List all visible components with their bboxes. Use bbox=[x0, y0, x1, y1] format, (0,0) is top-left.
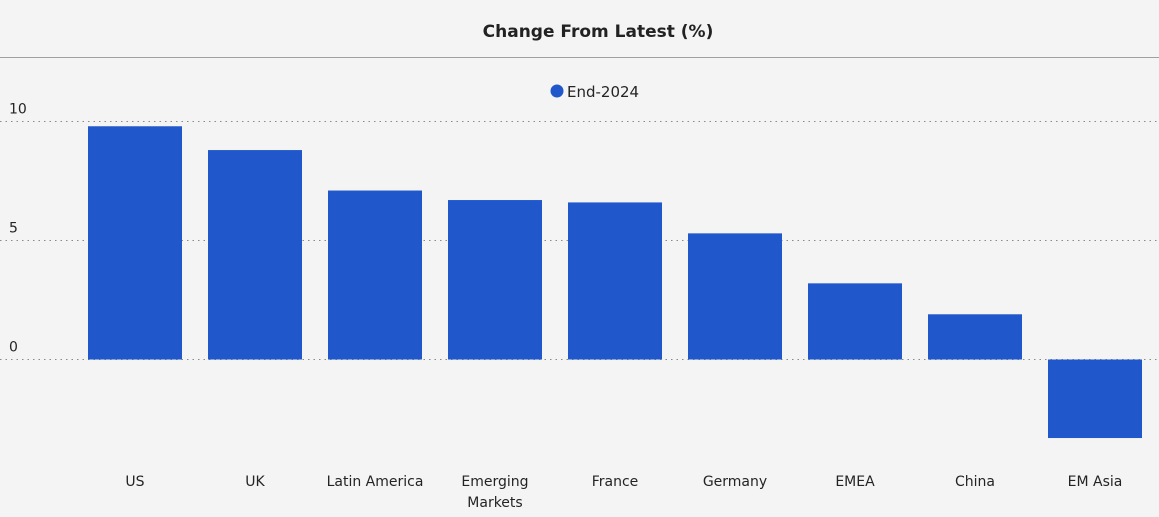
chart-title: Change From Latest (%) bbox=[482, 22, 714, 42]
y-tick-label: 10 bbox=[9, 102, 27, 118]
legend-marker bbox=[550, 84, 564, 98]
bars bbox=[88, 126, 1142, 439]
x-tick-label: US bbox=[125, 474, 144, 490]
x-axis-ticks: US UK Latin America Emerging Markets France Ge… bbox=[125, 474, 1122, 511]
y-tick-label: 0 bbox=[9, 340, 18, 356]
bar[interactable] bbox=[208, 150, 302, 360]
y-axis-ticks: 0 5 10 bbox=[9, 102, 27, 356]
x-tick-label: Emerging Markets bbox=[461, 474, 528, 511]
legend: End-2024 bbox=[550, 83, 639, 101]
bar[interactable] bbox=[928, 314, 1022, 360]
gridlines bbox=[0, 121, 1159, 360]
bar[interactable] bbox=[808, 283, 902, 360]
legend-label: End-2024 bbox=[567, 83, 639, 101]
bar[interactable] bbox=[88, 126, 182, 360]
x-tick-label: EM Asia bbox=[1068, 474, 1123, 490]
bar[interactable] bbox=[568, 202, 662, 360]
x-tick-label: UK bbox=[245, 474, 265, 490]
x-tick-label: EMEA bbox=[835, 474, 875, 490]
x-tick-label: Latin America bbox=[327, 474, 424, 490]
bar[interactable] bbox=[328, 190, 422, 360]
y-tick-label: 5 bbox=[9, 221, 18, 237]
x-tick-label: France bbox=[592, 474, 639, 490]
title-divider bbox=[0, 57, 1159, 58]
bar[interactable] bbox=[1048, 359, 1142, 439]
x-tick-label: Germany bbox=[703, 474, 767, 490]
x-tick-label: China bbox=[955, 474, 995, 490]
bar[interactable] bbox=[688, 233, 782, 360]
bar[interactable] bbox=[448, 200, 542, 360]
